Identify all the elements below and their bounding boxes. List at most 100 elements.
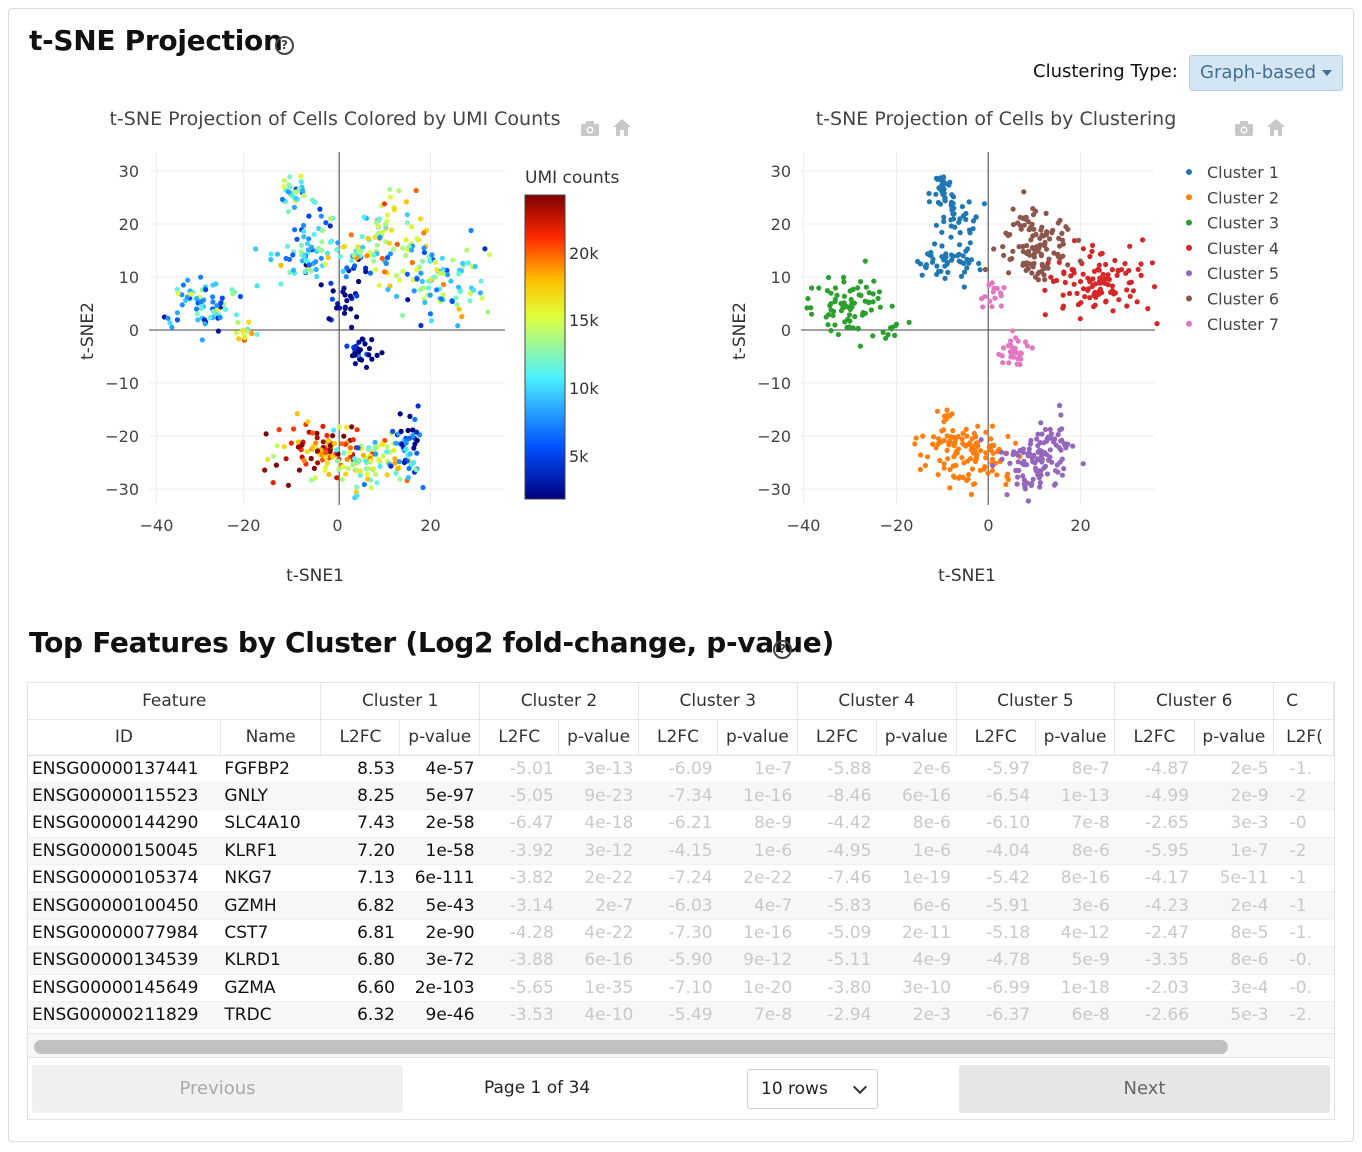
scatter-point — [399, 441, 405, 447]
table-row[interactable]: ENSG00000100450 GZMH 6.82 5e-43 -3.14 2e-7 -6.… — [28, 891, 1334, 920]
scatter-point — [274, 251, 281, 257]
scatter-point — [1044, 471, 1051, 477]
col-header-metric[interactable]: p-value — [1035, 719, 1116, 756]
cell-value: -2.47 — [1114, 919, 1195, 948]
cluster-legend[interactable]: Cluster 1 Cluster 2 Cluster 3 Cluster 4 Clus… — [1186, 163, 1279, 334]
cluster-tsne-plot[interactable]: t-SNE Projection of Cells by Clustering … — [9, 9, 1355, 609]
scatter-point — [411, 288, 417, 294]
col-header-metric[interactable]: p-value — [1194, 719, 1275, 756]
scatter-point — [366, 352, 372, 358]
home-icon[interactable] — [1267, 119, 1285, 136]
scatter-point — [855, 285, 861, 291]
rows-per-page-select[interactable]: 10 rows — [747, 1069, 878, 1109]
col-header-metric[interactable]: L2FC — [320, 719, 401, 756]
umi-tsne-plot[interactable]: t-SNE Projection of Cells Colored by UMI… — [9, 9, 709, 609]
scatter-point — [1091, 268, 1098, 274]
legend-item-label[interactable]: Cluster 4 — [1207, 239, 1279, 258]
scatter-point — [391, 447, 397, 453]
clustering-type-dropdown[interactable]: Graph-based — [1189, 55, 1343, 91]
table-row[interactable]: ENSG00000144290 SLC4A10 7.43 2e-58 -6.47 4e-1… — [28, 809, 1334, 838]
col-header-metric[interactable]: L2FC — [479, 719, 560, 756]
help-icon[interactable]: ? — [773, 640, 792, 659]
scatter-point — [958, 273, 965, 279]
caret-down-icon — [1322, 70, 1332, 76]
scatter-point — [850, 286, 856, 292]
col-header-metric[interactable]: L2FC — [956, 719, 1036, 756]
scatter-point — [944, 447, 950, 453]
cell-value: -6.37 — [956, 1001, 1036, 1030]
cell-value: 9e-23 — [558, 782, 639, 811]
cell-value: -5.88 — [797, 755, 877, 783]
scatter-point — [947, 467, 953, 473]
scatter-point — [1089, 248, 1095, 254]
scatter-point — [285, 482, 291, 488]
col-header-metric[interactable]: L2FC — [1114, 719, 1195, 756]
table-row[interactable]: ENSG00000134539 KLRD1 6.80 3e-72 -3.88 6e-16-… — [28, 946, 1334, 975]
table-row[interactable]: ENSG00000115523 GNLY 8.25 5e-97 -5.05 9e-23 -7… — [28, 782, 1334, 811]
scatter-point — [341, 310, 348, 316]
scatter-point — [377, 463, 383, 469]
scatter-point — [419, 278, 425, 284]
scatter-point — [340, 268, 346, 274]
horizontal-scrollbar[interactable] — [28, 1033, 1334, 1057]
section-title-features: Top Features by Cluster (Log2 fold-chang… — [29, 626, 834, 659]
col-header-metric[interactable]: p-value — [876, 719, 957, 756]
scatter-point — [381, 201, 388, 207]
scatter-point — [1000, 360, 1006, 366]
scatter-point — [363, 269, 369, 275]
table-row[interactable]: ENSG00000150045 KLRF1 7.20 1e-58 -3.92 3e-12-… — [28, 837, 1334, 866]
scatter-point — [324, 432, 330, 439]
help-icon[interactable]: ? — [275, 36, 294, 55]
camera-icon[interactable] — [1235, 121, 1253, 136]
legend-item-label[interactable]: Cluster 6 — [1207, 290, 1279, 309]
legend-item-label[interactable]: Cluster 2 — [1207, 188, 1279, 207]
legend-item-label[interactable]: Cluster 3 — [1207, 214, 1279, 233]
scatter-point — [1075, 302, 1081, 308]
scatter-point — [360, 452, 366, 458]
scatter-point — [871, 278, 877, 284]
scatter-point — [1080, 461, 1086, 467]
col-header-metric[interactable]: p-value — [717, 719, 798, 756]
table-row[interactable]: ENSG00000145649 GZMA 6.60 2e-103 -5.65 1e-35-… — [28, 974, 1334, 1003]
scatter-point — [1003, 481, 1009, 487]
x-axis-label-clustering: t-SNE1 — [938, 566, 996, 586]
cell-value: -5.90 — [638, 946, 718, 975]
scatter-point — [354, 314, 360, 320]
scatter-point — [413, 467, 419, 473]
col-header-name[interactable]: Name — [220, 719, 322, 756]
col-header-metric[interactable]: p-value — [399, 719, 481, 756]
table-row[interactable]: ENSG00000077984 CST7 6.81 2e-90 -4.28 4e-22 -7… — [28, 919, 1334, 948]
col-header-metric[interactable]: L2F( — [1273, 719, 1334, 756]
scatter-point — [359, 233, 365, 240]
legend-item-label[interactable]: Cluster 5 — [1207, 264, 1279, 283]
table-row[interactable]: ENSG00000137441 FGFBP2 8.53 4e-57 -5.01 3e-13… — [28, 755, 1334, 783]
scatter-point — [959, 204, 966, 210]
table-row[interactable]: ENSG00000211829 TRDC 6.32 9e-46 -3.53 4e-10 -5… — [28, 1001, 1334, 1030]
scatter-point — [1038, 227, 1044, 233]
table-row[interactable]: ENSG00000105374 NKG7 7.13 6e-111 -3.82 2e-22-… — [28, 864, 1334, 893]
cell-value: -6.99 — [956, 974, 1036, 1003]
scatter-point — [850, 325, 856, 331]
col-header-metric[interactable]: L2FC — [638, 719, 719, 756]
scatter-point — [991, 246, 997, 252]
col-header-metric[interactable]: L2FC — [797, 719, 877, 756]
cell-value: -5.18 — [956, 919, 1036, 948]
col-header-id[interactable]: ID — [28, 719, 221, 756]
legend-item-label[interactable]: Cluster 7 — [1207, 315, 1279, 334]
next-button[interactable]: Next — [959, 1065, 1330, 1113]
legend-item-label[interactable]: Cluster 1 — [1207, 163, 1279, 182]
home-icon[interactable] — [613, 119, 631, 136]
scatter-point — [374, 242, 380, 248]
cell-value: 1e-7 — [717, 755, 798, 783]
scatter-point — [427, 311, 433, 317]
scatter-point — [405, 297, 411, 303]
scatter-point — [273, 462, 279, 468]
scatter-point — [1071, 281, 1077, 287]
camera-icon[interactable] — [581, 121, 599, 136]
y-tick-label: 30 — [771, 162, 791, 181]
col-header-metric[interactable]: p-value — [558, 719, 639, 756]
scrollbar-thumb[interactable] — [34, 1040, 1228, 1054]
scatter-point — [1020, 473, 1026, 479]
scatter-point — [369, 356, 375, 362]
previous-button[interactable]: Previous — [32, 1065, 403, 1113]
